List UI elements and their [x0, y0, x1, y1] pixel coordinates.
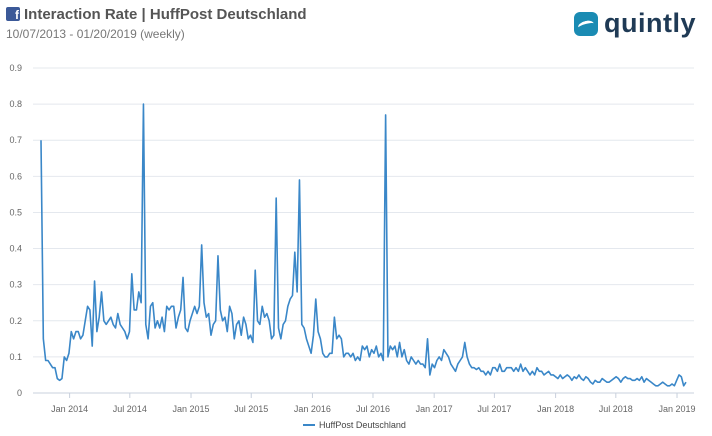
x-tick-label: Jul 2017: [477, 404, 511, 414]
y-tick-label: 0.4: [9, 244, 22, 254]
y-tick-label: 0.2: [9, 316, 22, 326]
x-tick-label: Jul 2015: [234, 404, 268, 414]
x-tick-label: Jul 2016: [356, 404, 390, 414]
quintly-logo-icon: [574, 11, 598, 36]
x-tick-label: Jan 2019: [658, 404, 695, 414]
y-tick-label: 0.8: [9, 99, 22, 109]
y-tick-label: 0.6: [9, 171, 22, 181]
title-row: f Interaction Rate | HuffPost Deutschlan…: [6, 4, 307, 24]
y-tick-label: 0: [17, 388, 22, 398]
x-tick-label: Jan 2016: [294, 404, 331, 414]
y-tick-label: 0.3: [9, 280, 22, 290]
series-line-huffpost-deutschland: [40, 103, 687, 387]
chart-legend[interactable]: HuffPost Deutschland: [303, 420, 406, 430]
x-tick-label: Jan 2018: [537, 404, 574, 414]
x-tick-label: Jan 2017: [416, 404, 453, 414]
y-tick-label: 0.1: [9, 352, 22, 362]
legend-label[interactable]: HuffPost Deutschland: [319, 420, 406, 430]
date-range-subtitle: 10/07/2013 - 01/20/2019 (weekly): [6, 27, 185, 41]
logo-text: quintly: [604, 8, 696, 38]
facebook-icon: f: [6, 7, 20, 21]
y-axis-ticks: 0 0.1 0.2 0.3 0.4 0.5 0.6 0.7 0.8 0.9: [9, 63, 22, 398]
chart-gridlines: [33, 67, 694, 394]
y-tick-label: 0.7: [9, 135, 22, 145]
x-axis-ticks: Jan 2014 Jul 2014 Jan 2015 Jul 2015 Jan 2016…: [51, 393, 696, 414]
y-tick-label: 0.5: [9, 207, 22, 217]
chart-header: f Interaction Rate | HuffPost Deutschlan…: [6, 4, 307, 41]
chart-series: [40, 103, 687, 387]
y-tick-label: 0.9: [9, 63, 22, 73]
quintly-logo: quintly: [574, 8, 696, 39]
chart-title: Interaction Rate | HuffPost Deutschland: [24, 5, 307, 23]
x-tick-label: Jan 2015: [172, 404, 209, 414]
x-tick-label: Jul 2018: [599, 404, 633, 414]
x-tick-label: Jul 2014: [113, 404, 147, 414]
x-tick-label: Jan 2014: [51, 404, 88, 414]
